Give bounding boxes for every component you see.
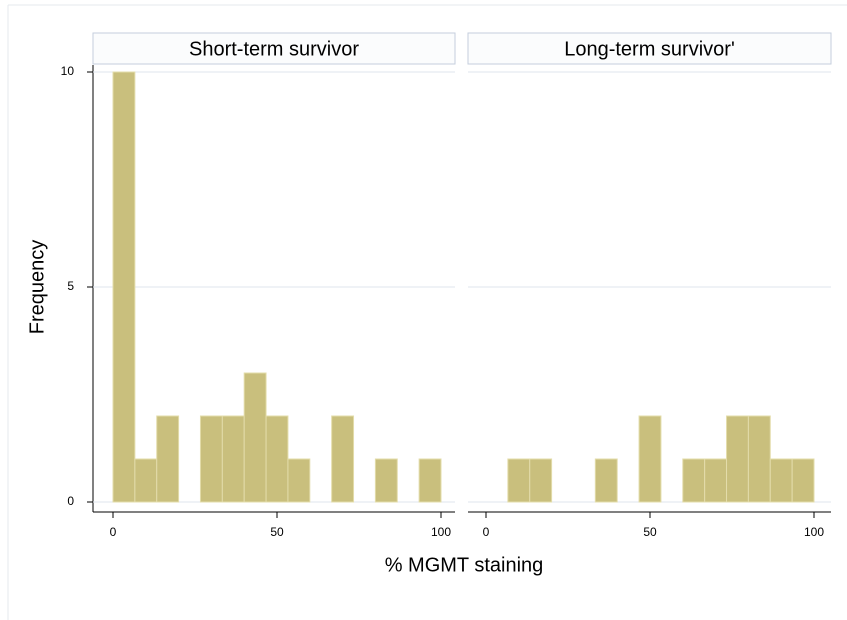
bar: [112, 71, 136, 503]
bar: [682, 458, 706, 503]
bar: [331, 415, 355, 503]
bar: [726, 415, 749, 503]
x-tick-label: 50: [643, 525, 657, 539]
bar: [134, 458, 158, 503]
y-tick-label: 10: [61, 64, 75, 78]
panel-header: [92, 32, 456, 65]
bar: [638, 415, 662, 503]
x-axis-label: % MGMT staining: [385, 554, 544, 576]
bar: [199, 415, 223, 503]
bar: [747, 415, 771, 503]
panel-title: Long-term survivor': [564, 38, 735, 60]
x-tick-label: 100: [804, 525, 824, 539]
x-tick-label: 0: [110, 525, 117, 539]
panel-header: [467, 32, 832, 65]
bar: [529, 458, 553, 503]
x-tick-label: 100: [431, 525, 451, 539]
bar: [243, 372, 267, 503]
y-tick-label: 5: [67, 279, 74, 293]
bar: [769, 458, 793, 503]
bar: [507, 458, 531, 503]
y-tick-label: 0: [67, 494, 74, 508]
panel-title: Short-term survivor: [189, 38, 359, 60]
bar: [704, 458, 728, 503]
bar: [594, 458, 618, 503]
x-tick-label: 0: [483, 525, 490, 539]
bar: [265, 415, 289, 503]
bar: [156, 415, 180, 503]
bar: [287, 458, 311, 503]
y-axis-label: Frequency: [26, 240, 48, 335]
bar: [221, 415, 245, 503]
bar: [374, 458, 398, 503]
bar: [791, 458, 815, 503]
x-tick-label: 50: [270, 525, 284, 539]
bar: [418, 458, 442, 503]
